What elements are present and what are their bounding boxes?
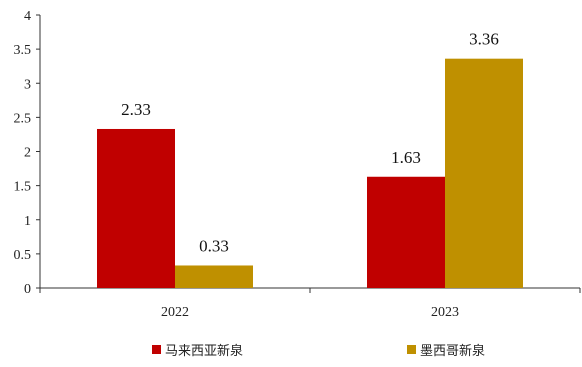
legend-label: 墨西哥新泉 — [420, 343, 485, 359]
y-tick-label: 3.5 — [14, 43, 32, 58]
data-labels: 2.33 0.33 1.63 3.36 — [121, 30, 499, 256]
bar-2022-series-1 — [175, 265, 253, 288]
bar-2023-series-1 — [445, 58, 523, 289]
y-tick-label: 1.5 — [14, 180, 32, 195]
y-tick-label: 2 — [24, 146, 31, 161]
y-tick-label: 0 — [24, 282, 31, 297]
legend: 马来西亚新泉 墨西哥新泉 — [152, 343, 485, 359]
x-axis: 2022 2023 — [39, 287, 581, 320]
y-tick-label: 4 — [24, 9, 31, 24]
y-tick-label: 1 — [24, 214, 31, 229]
bar-2022-series-0 — [97, 128, 175, 288]
data-label: 0.33 — [199, 236, 229, 255]
bars — [97, 58, 523, 289]
y-axis: 0 0.5 1 1.5 2 2.5 3 3.5 4 — [14, 9, 41, 297]
data-label: 1.63 — [391, 148, 421, 167]
data-label: 2.33 — [121, 100, 151, 119]
data-label: 3.36 — [469, 30, 499, 49]
y-tick-label: 2.5 — [14, 111, 32, 126]
legend-swatch — [407, 345, 416, 354]
y-tick-label: 3 — [24, 77, 31, 92]
legend-swatch — [152, 345, 161, 354]
legend-label: 马来西亚新泉 — [165, 343, 243, 359]
bar-2023-series-0 — [367, 176, 445, 288]
x-category-label: 2022 — [161, 305, 189, 320]
x-category-label: 2023 — [431, 305, 459, 320]
y-tick-label: 0.5 — [14, 248, 32, 263]
